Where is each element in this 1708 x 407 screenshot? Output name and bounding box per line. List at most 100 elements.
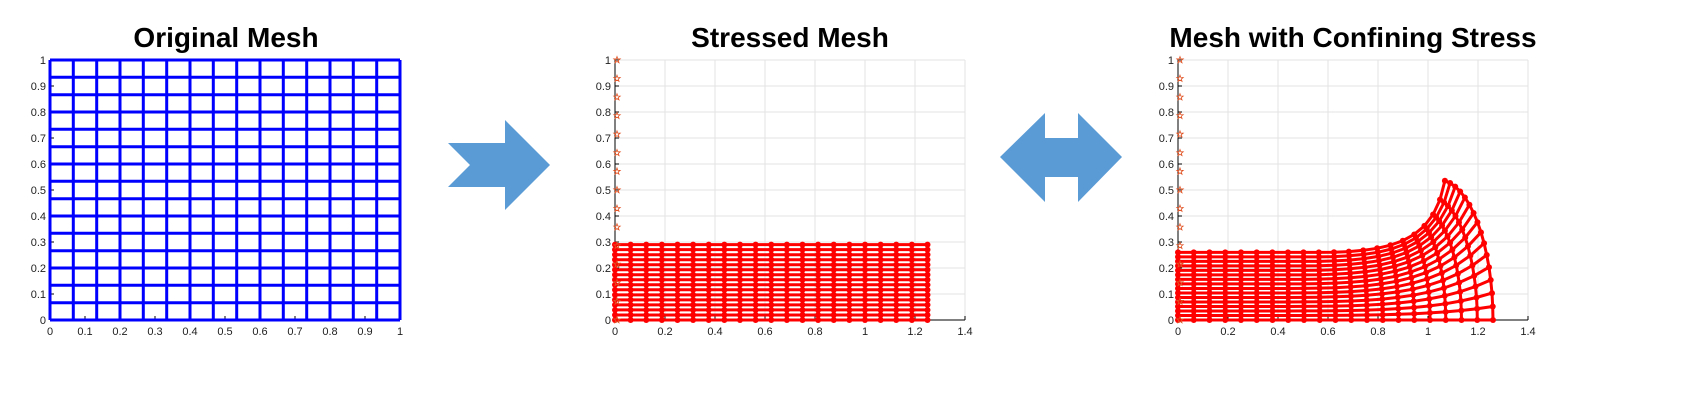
mesh-node bbox=[752, 306, 759, 313]
mesh-node bbox=[846, 281, 853, 288]
mesh-node bbox=[1300, 289, 1307, 296]
mesh-node bbox=[690, 261, 697, 268]
mesh-node bbox=[908, 317, 915, 323]
x-tick-label: 0.5 bbox=[217, 326, 232, 338]
mesh-node bbox=[1175, 285, 1181, 292]
mesh-node bbox=[1222, 271, 1229, 278]
mesh-node bbox=[1474, 219, 1481, 226]
mesh-node bbox=[1447, 180, 1454, 187]
mesh-node bbox=[690, 296, 697, 303]
mesh-node bbox=[1237, 303, 1244, 310]
mesh-node bbox=[1222, 289, 1229, 296]
mesh-node bbox=[893, 281, 900, 288]
mesh-node bbox=[658, 271, 665, 278]
x-tick-label: 0.4 bbox=[182, 326, 197, 338]
mesh-node bbox=[862, 306, 868, 313]
mesh-node bbox=[1316, 312, 1323, 319]
mesh-node bbox=[1440, 284, 1447, 291]
mesh-node bbox=[846, 286, 853, 293]
mesh-node bbox=[862, 296, 868, 303]
mesh-node bbox=[1190, 262, 1197, 269]
mesh-node bbox=[690, 246, 697, 253]
mesh-node bbox=[1316, 317, 1323, 323]
mesh-node bbox=[612, 246, 618, 253]
mesh-node bbox=[1376, 262, 1383, 269]
mesh-node bbox=[643, 266, 650, 273]
mesh-node bbox=[1424, 282, 1431, 289]
mesh-node bbox=[799, 281, 806, 288]
mesh-node bbox=[658, 291, 665, 298]
mesh-node bbox=[721, 291, 728, 298]
mesh-node bbox=[1470, 209, 1477, 216]
mesh-node bbox=[908, 301, 915, 308]
mesh-node bbox=[1222, 276, 1229, 283]
mesh-node bbox=[908, 276, 915, 283]
mesh-node bbox=[705, 291, 712, 298]
mesh-node bbox=[1300, 271, 1307, 278]
mesh-node bbox=[1411, 317, 1418, 323]
mesh-node bbox=[1206, 262, 1213, 269]
plot-3: 0 0.2 0.4 0.6 0.8 1 1.2 1.4 0 0.1 0.2 0.3 0.4 0.5 0.6 0… bbox=[1159, 55, 1536, 338]
mesh-node bbox=[705, 286, 712, 293]
mesh-node bbox=[658, 296, 665, 303]
mesh-node bbox=[815, 301, 822, 308]
mesh-node bbox=[1455, 219, 1462, 226]
mesh-node bbox=[846, 246, 853, 253]
boundary-marker bbox=[612, 259, 622, 268]
mesh-node bbox=[1237, 307, 1244, 314]
mesh-node bbox=[1332, 289, 1339, 296]
y-tick-label: 0.6 bbox=[596, 159, 611, 171]
mesh-node bbox=[627, 296, 634, 303]
mesh-node bbox=[1471, 272, 1478, 279]
mesh-node bbox=[893, 301, 900, 308]
x-tick-label: 1.2 bbox=[907, 326, 922, 338]
mesh-node bbox=[862, 291, 868, 298]
y-tick-label: 0.1 bbox=[31, 289, 46, 301]
mesh-node bbox=[1462, 234, 1469, 241]
x-tick-label: 0.4 bbox=[707, 326, 722, 338]
mesh-node bbox=[1190, 267, 1197, 274]
mesh-node bbox=[1269, 280, 1276, 287]
mesh-node bbox=[1222, 312, 1229, 319]
y-tick-label: 0.4 bbox=[31, 211, 46, 223]
mesh-node bbox=[846, 271, 853, 278]
mesh-node bbox=[1175, 307, 1181, 314]
mesh-node bbox=[1395, 305, 1402, 312]
mesh-node bbox=[783, 291, 790, 298]
mesh-node bbox=[1253, 289, 1260, 296]
mesh-node bbox=[690, 317, 697, 323]
mesh-node bbox=[1316, 280, 1323, 287]
mesh-node bbox=[643, 241, 650, 248]
title-original-mesh: Original Mesh bbox=[133, 22, 319, 53]
mesh-node bbox=[815, 286, 822, 293]
mesh-node bbox=[612, 271, 618, 278]
mesh-node bbox=[1190, 258, 1197, 265]
mesh-node bbox=[1206, 258, 1213, 265]
mesh-node bbox=[1285, 298, 1292, 305]
boundary-marker bbox=[1175, 241, 1185, 250]
mesh-node bbox=[705, 276, 712, 283]
x-tick-label: 0.6 bbox=[252, 326, 267, 338]
mesh-node bbox=[1426, 302, 1433, 309]
mesh-node bbox=[908, 261, 915, 268]
mesh-node bbox=[1477, 229, 1484, 236]
mesh-node bbox=[799, 296, 806, 303]
mesh-node bbox=[1483, 251, 1490, 258]
mesh-node bbox=[1421, 222, 1428, 229]
boundary-marker bbox=[1175, 129, 1185, 138]
mesh-node bbox=[1425, 289, 1432, 296]
mesh-node bbox=[830, 291, 837, 298]
mesh-node bbox=[846, 291, 853, 298]
mesh-node bbox=[627, 246, 634, 253]
mesh-node bbox=[1437, 196, 1444, 203]
mesh-node bbox=[1253, 303, 1260, 310]
mesh-node bbox=[1175, 289, 1181, 296]
mesh-node bbox=[737, 311, 743, 318]
boundary-marker bbox=[1175, 148, 1185, 157]
mesh-node bbox=[877, 241, 884, 248]
mesh-node bbox=[1374, 245, 1381, 252]
mesh-node bbox=[705, 256, 712, 263]
mesh-node bbox=[1363, 292, 1370, 299]
mesh-node bbox=[1206, 267, 1213, 274]
mesh-node bbox=[799, 306, 806, 313]
